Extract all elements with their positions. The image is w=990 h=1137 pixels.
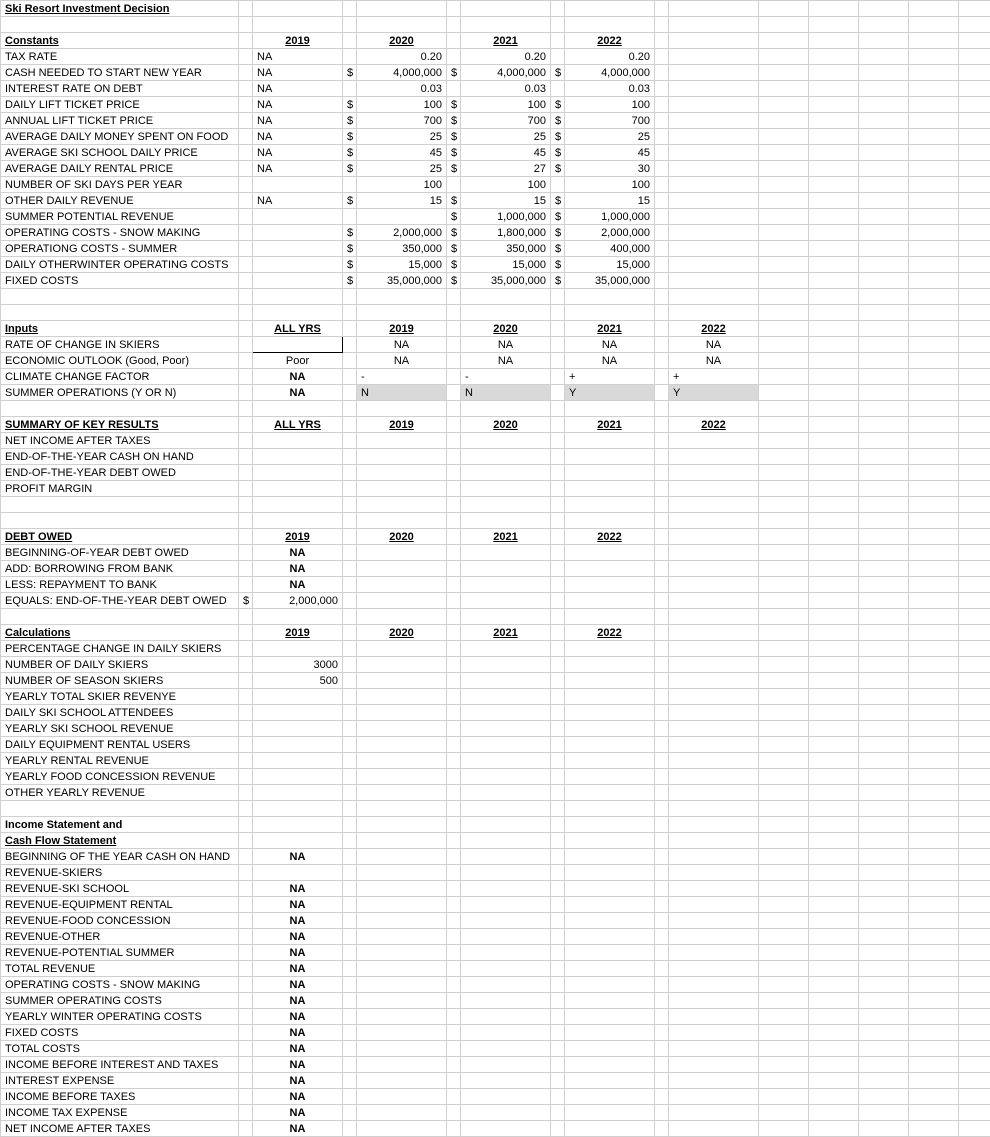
section-inputs: Inputs — [1, 321, 239, 337]
section-calc: Calculations — [1, 625, 239, 641]
spreadsheet: Ski Resort Investment Decision Constants… — [0, 0, 990, 1137]
title: Ski Resort Investment Decision — [1, 1, 239, 17]
section-income-1: Income Statement and — [1, 817, 239, 833]
section-income-2: Cash Flow Statement — [1, 833, 239, 849]
rate-change-input[interactable] — [253, 337, 343, 353]
section-debt: DEBT OWED — [1, 529, 239, 545]
section-summary: SUMMARY OF KEY RESULTS — [1, 417, 239, 433]
section-constants: Constants — [1, 33, 239, 49]
